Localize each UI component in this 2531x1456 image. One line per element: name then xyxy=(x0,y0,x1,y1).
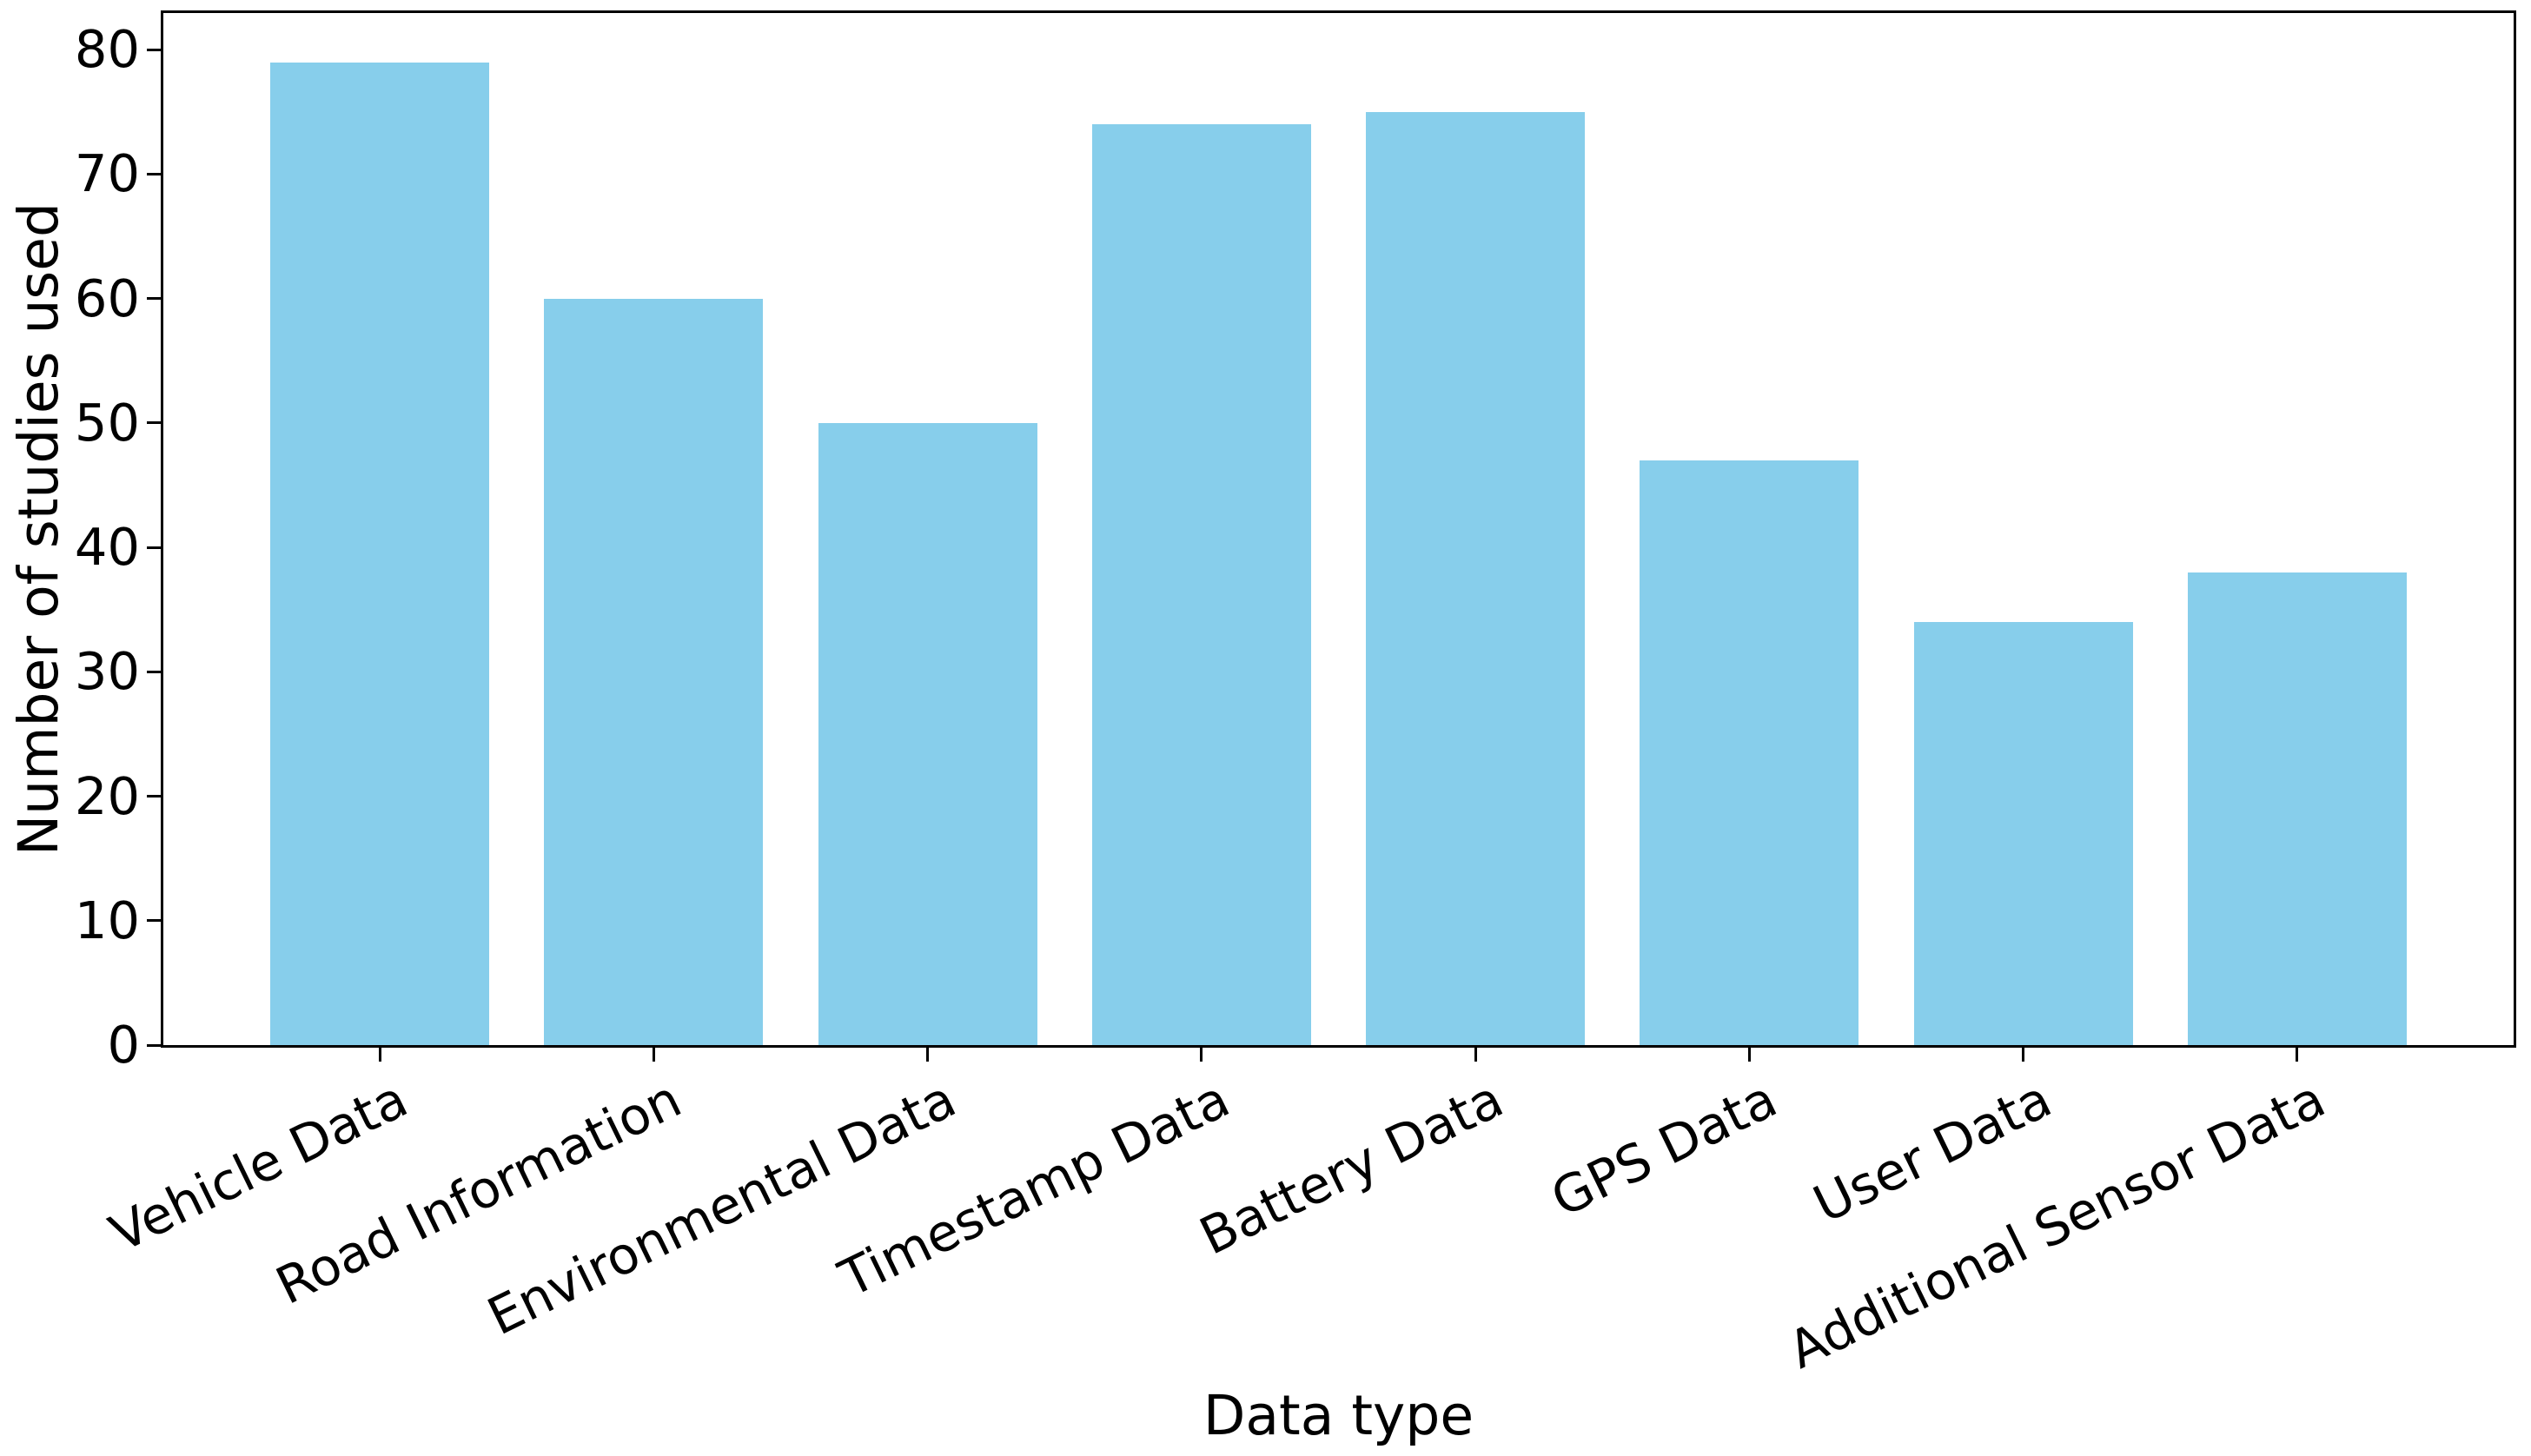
y-tick-label: 80 xyxy=(74,19,140,80)
y-tick-label: 70 xyxy=(74,143,140,204)
x-axis-label: Data type xyxy=(1203,1384,1474,1447)
bar-user-data xyxy=(1913,622,2133,1045)
x-tick-mark xyxy=(378,1048,381,1062)
axis-spine-top xyxy=(161,10,2516,13)
x-tick-mark xyxy=(1474,1048,1477,1062)
bar-gps-data xyxy=(1640,460,1859,1045)
y-tick-mark xyxy=(147,172,161,175)
y-tick-label: 20 xyxy=(74,765,140,826)
y-tick-label: 30 xyxy=(74,641,140,702)
x-tick-mark xyxy=(2022,1048,2025,1062)
x-tick-mark xyxy=(926,1048,930,1062)
y-tick-mark xyxy=(147,919,161,923)
bar-additional-sensor-data xyxy=(2187,572,2407,1045)
y-tick-mark xyxy=(147,297,161,301)
y-tick-mark xyxy=(147,48,161,51)
y-tick-label: 60 xyxy=(74,268,140,328)
y-tick-mark xyxy=(147,421,161,425)
y-tick-mark xyxy=(147,670,161,673)
bar-battery-data xyxy=(1366,111,1586,1045)
x-tick-mark xyxy=(1200,1048,1203,1062)
x-tick-mark xyxy=(652,1048,655,1062)
axis-spine-right xyxy=(2514,10,2516,1048)
y-tick-label: 40 xyxy=(74,517,140,578)
y-tick-label: 50 xyxy=(74,392,140,453)
y-tick-label: 10 xyxy=(74,890,140,950)
bar-vehicle-data xyxy=(270,62,490,1045)
axis-spine-bottom xyxy=(161,1045,2516,1048)
axis-spine-left xyxy=(161,10,163,1048)
y-tick-mark xyxy=(147,1043,161,1047)
bar-environmental-data xyxy=(818,422,1037,1045)
bar-road-information xyxy=(544,298,764,1045)
y-tick-label: 0 xyxy=(107,1015,140,1075)
y-tick-mark xyxy=(147,795,161,798)
bar-timestamp-data xyxy=(1091,124,1311,1045)
x-tick-mark xyxy=(2296,1048,2299,1062)
y-tick-mark xyxy=(147,546,161,549)
x-tick-mark xyxy=(1747,1048,1751,1062)
